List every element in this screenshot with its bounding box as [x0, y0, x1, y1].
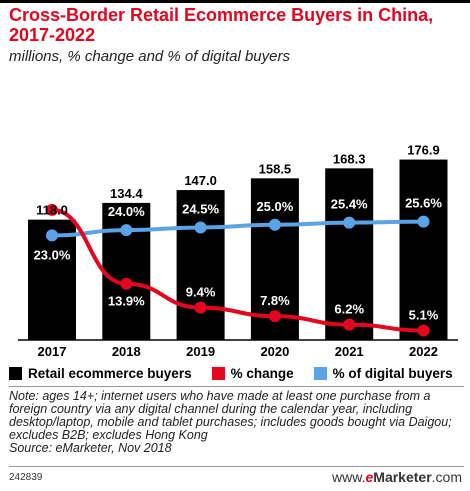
digital-buyers-point-2022 [417, 215, 430, 228]
legend-item-buyers: Retail ecommerce buyers [9, 366, 192, 381]
legend-label-change: % change [230, 365, 294, 381]
x-tick-label-2018: 2018 [112, 344, 141, 359]
x-axis: 2017 2018 2019 2020 2021 2022 [18, 339, 458, 359]
pct-change-point-2018 [120, 277, 133, 290]
digital-label-2022: 25.6% [405, 196, 442, 211]
chart-subtitle: millions, % change and % of digital buye… [9, 48, 290, 65]
change-label-2022: 5.1% [409, 307, 439, 322]
digital-buyers-point-2021 [343, 216, 356, 229]
legend-item-change: % change [211, 365, 294, 381]
lines-layer [46, 203, 430, 337]
legend-swatch-digital [313, 366, 327, 380]
x-tick-label-2021: 2021 [335, 344, 364, 359]
labels-layer: 118.0 134.4 147.0 158.5 168.3 176.9 23.0% 24.0%… [34, 143, 443, 323]
digital-buyers-line [50, 219, 426, 238]
source-text: Source: eMarketer, Nov 2018 [9, 441, 172, 455]
digital-buyers-point-2020 [268, 218, 281, 231]
footnote: Note: ages 14+; internet users who have … [9, 390, 465, 455]
pct-change-point-2022 [417, 324, 430, 337]
legend-swatch-buyers [9, 366, 22, 380]
x-tick-label-2020: 2020 [260, 344, 289, 359]
brand-prefix: www. [332, 469, 366, 485]
pct-change-point-2017 [46, 203, 58, 216]
legend-label-buyers: Retail ecommerce buyers [28, 365, 192, 381]
brand-e: e [365, 469, 374, 485]
bar-value-label-2018: 134.4 [110, 186, 143, 201]
legend-swatch-change [211, 366, 225, 380]
bar-2022 [399, 159, 448, 340]
bar-value-label-2021: 168.3 [333, 151, 366, 166]
brand-logo: www.eMarketer.com [332, 469, 462, 485]
top-rule [0, 0, 470, 3]
divider-bottom [9, 466, 464, 467]
change-label-2017: 27.8% [34, 186, 71, 201]
x-tick-label-2019: 2019 [186, 344, 215, 359]
bar-2018 [102, 202, 151, 340]
bar-value-label-2017: 118.0 [36, 203, 68, 218]
legend-item-digital: % of digital buyers [313, 365, 453, 381]
chart-area: 118.0 134.4 147.0 158.5 168.3 176.9 23.0% 24.0%… [18, 143, 458, 359]
digital-label-2020: 25.0% [256, 199, 293, 214]
digital-label-2021: 25.4% [331, 197, 368, 212]
pct-change-point-2020 [268, 310, 281, 323]
legend: Retail ecommerce buyers % change % of di… [9, 363, 469, 383]
chart-title: Cross-Border Retail Ecommerce Buyers in … [9, 5, 434, 45]
x-tick-label-2017: 2017 [38, 344, 67, 359]
note-text: Note: ages 14+; internet users who have … [9, 389, 452, 442]
bar-value-label-2022: 176.9 [407, 143, 440, 158]
change-label-2018: 13.9% [108, 294, 145, 309]
digital-label-2017: 23.0% [34, 247, 71, 262]
x-tick-label-2022: 2022 [409, 344, 438, 359]
bar-2021 [325, 168, 374, 340]
pct-change-point-2021 [343, 318, 356, 331]
bars-layer [28, 159, 448, 340]
bar-value-label-2019: 147.0 [184, 173, 217, 188]
digital-buyers-point-2018 [120, 224, 133, 237]
brand-name: Marketer [373, 469, 432, 485]
bar-value-label-2020: 158.5 [259, 161, 292, 176]
digital-label-2018: 24.0% [108, 204, 145, 219]
bar-2019 [176, 190, 225, 340]
change-label-2019: 9.4% [186, 285, 216, 300]
chart-id: 242839 [9, 472, 43, 483]
divider-top [9, 386, 464, 387]
change-label-2021: 6.2% [334, 302, 364, 317]
legend-label-digital: % of digital buyers [332, 365, 453, 381]
pct-change-point-2019 [194, 301, 207, 314]
digital-buyers-point-2017 [46, 229, 58, 242]
change-label-2020: 7.8% [260, 293, 290, 308]
digital-buyers-point-2019 [194, 221, 207, 234]
digital-label-2019: 24.5% [182, 201, 219, 216]
brand-suffix: .com [431, 469, 462, 485]
